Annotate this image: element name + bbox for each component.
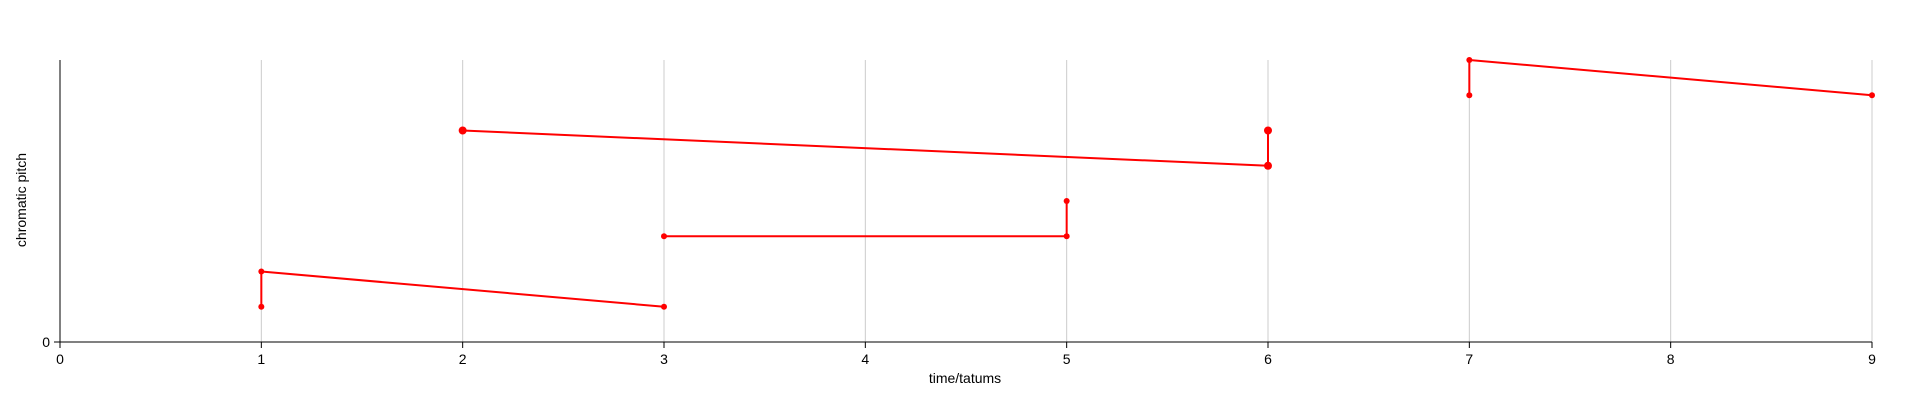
y-axis-label: chromatic pitch [13, 153, 29, 247]
series-2 [661, 198, 1070, 240]
x-tick-label-5: 5 [1063, 351, 1071, 367]
series-1 [258, 268, 667, 310]
series-3-point-3 [1264, 126, 1272, 135]
series-3 [458, 126, 1272, 170]
tick-labels: 0 1 2 3 4 5 6 7 8 9 0 [42, 334, 1876, 367]
series-4 [1466, 57, 1875, 99]
series-3-point-2 [1264, 161, 1272, 170]
series-4-point-2 [1466, 57, 1473, 63]
series-3-point-1 [458, 126, 467, 135]
series-4-point-1 [1466, 92, 1473, 99]
x-tick-label-6: 6 [1264, 351, 1272, 367]
series-1-point-1 [258, 303, 265, 310]
x-tick-label-0: 0 [56, 351, 64, 367]
x-tick-label-7: 7 [1465, 351, 1473, 367]
x-tick-label-9: 9 [1868, 351, 1876, 367]
x-tick-label-1: 1 [257, 351, 265, 367]
x-tick-label-3: 3 [660, 351, 668, 367]
axes [59, 60, 1872, 343]
x-axis-label: time/tatums [929, 370, 1001, 386]
series-2-point-1 [661, 233, 667, 240]
series-layer [258, 57, 1875, 310]
series-4-point-3 [1869, 92, 1875, 99]
series-1-point-3 [661, 303, 667, 310]
series-2-point-2 [1063, 233, 1070, 240]
series-1-point-2 [258, 268, 265, 275]
series-2-point-3 [1063, 198, 1070, 204]
x-tick-label-2: 2 [459, 351, 467, 367]
x-tick-label-8: 8 [1667, 351, 1675, 367]
x-tick-label-4: 4 [861, 351, 869, 367]
y-tick-label-0: 0 [42, 334, 50, 350]
